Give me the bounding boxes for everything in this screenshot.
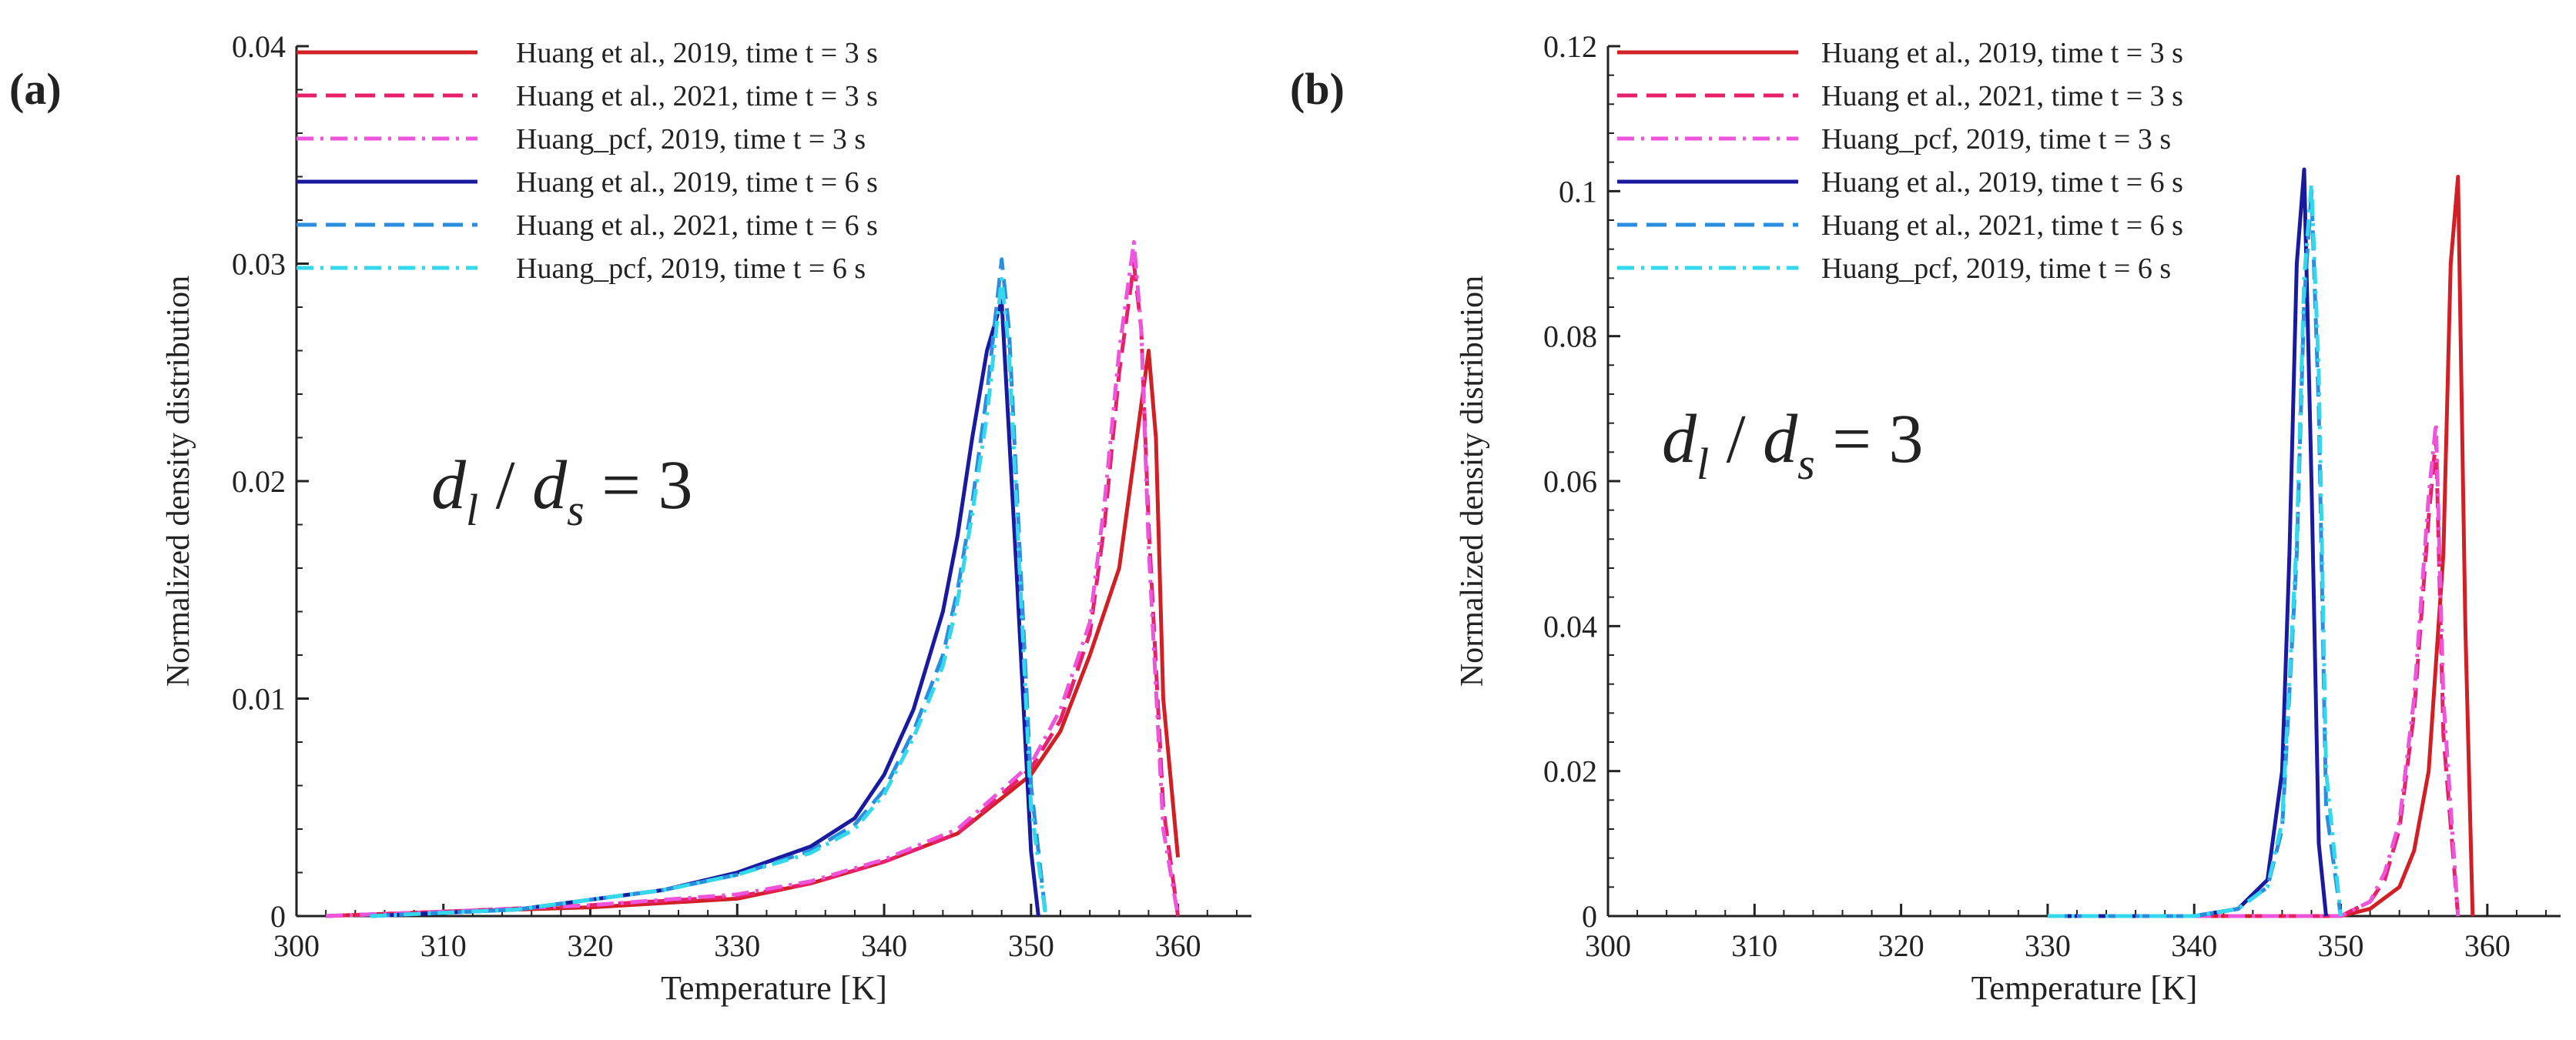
y-tick-label: 0.08 [1543,319,1597,354]
series-line-5 [370,276,1048,918]
legend-entry: Huang et al., 2021, time t = 3 s [1821,80,2183,112]
y-tick-label: 0.04 [232,29,286,64]
chart-panel-b: (b) 300 310 320 330 340 350 360 0 0.02 0.04 0.06 0.… [1290,29,2561,1007]
y-tick-label: 0.01 [232,682,286,717]
x-tick-label: 340 [861,928,907,963]
legend-entry: Huang_pcf, 2019, time t = 3 s [1821,123,2171,155]
x-tick-label: 350 [1008,928,1054,963]
y-tick-label: 0.06 [1543,464,1597,499]
panel-label: (b) [1290,64,1345,114]
y-axis-label: Normalized density distribution [161,276,196,687]
ratio-annotation-part: s [567,485,585,535]
x-tick-label: 350 [2318,928,2364,963]
y-tick-label: 0.03 [232,247,286,282]
x-tick-label: 300 [1585,928,1631,963]
series-line-0 [326,349,1181,918]
legend-entry: Huang et al., 2021, time t = 6 s [516,209,878,242]
ratio-annotation-part: s [1797,439,1815,489]
legend-entry: Huang et al., 2021, time t = 6 s [1821,209,2183,242]
series-line-1 [326,262,1181,918]
chart-panel-a: (a) 300 310 320 330 340 350 360 0 0.01 0.02 0.03 0.… [9,29,1251,1007]
legend-entry: Huang_pcf, 2019, time t = 3 s [516,123,866,155]
x-tick-label: 310 [1731,928,1777,963]
y-tick-label: 0 [270,899,286,934]
ratio-annotation: dl / ds = 3 [1662,401,1923,489]
legend-entry: Huang et al., 2021, time t = 3 s [516,80,878,112]
ratio-annotation-part: / [478,447,532,523]
x-tick-label: 360 [2464,928,2511,963]
y-axis-label: Normalized density distribution [1455,276,1490,687]
x-axis-label: Temperature [K] [661,969,887,1007]
legend-entry: Huang_pcf, 2019, time t = 6 s [516,252,866,285]
x-tick-label: 310 [420,928,467,963]
ratio-annotation-part: l [466,485,478,535]
ratio-annotation-part: = 3 [1815,401,1924,477]
series-line-2 [326,239,1181,918]
legend-entry: Huang et al., 2019, time t = 3 s [1821,37,2183,69]
y-tick-label: 0.1 [1559,174,1597,209]
x-tick-label: 340 [2171,928,2217,963]
x-tick-label: 320 [568,928,614,963]
ratio-annotation-part: = 3 [585,447,693,523]
x-tick-label: 330 [714,928,760,963]
ratio-annotation-part: / [1709,401,1763,477]
y-tick-label: 0.04 [1543,609,1597,644]
legend-entry: Huang et al., 2019, time t = 6 s [516,166,878,199]
ratio-annotation: dl / ds = 3 [431,447,692,535]
panel-label: (a) [9,64,62,114]
y-tick-label: 0.12 [1543,29,1597,64]
y-tick-label: 0.02 [1543,754,1597,789]
x-axis-label: Temperature [K] [1971,969,2198,1007]
series-line-3 [370,299,1040,918]
legend-entry: Huang et al., 2019, time t = 6 s [1821,166,2183,199]
series-line-4 [370,257,1048,918]
x-tick-label: 360 [1155,928,1201,963]
x-tick-label: 320 [1878,928,1924,963]
legend-entry: Huang_pcf, 2019, time t = 6 s [1821,252,2171,285]
x-tick-label: 330 [2025,928,2071,963]
ratio-annotation-part: d [1662,401,1697,477]
legend-entry: Huang et al., 2019, time t = 3 s [516,37,878,69]
y-tick-label: 0 [1582,899,1597,934]
x-tick-label: 300 [273,928,320,963]
series-line-0 [2194,175,2475,918]
series-line-5 [2047,182,2343,918]
y-tick-label: 0.02 [232,464,286,499]
ratio-annotation-part: d [532,447,568,523]
ratio-annotation-part: d [431,447,467,523]
ratio-annotation-part: d [1763,401,1798,477]
ratio-annotation-part: l [1697,439,1709,489]
